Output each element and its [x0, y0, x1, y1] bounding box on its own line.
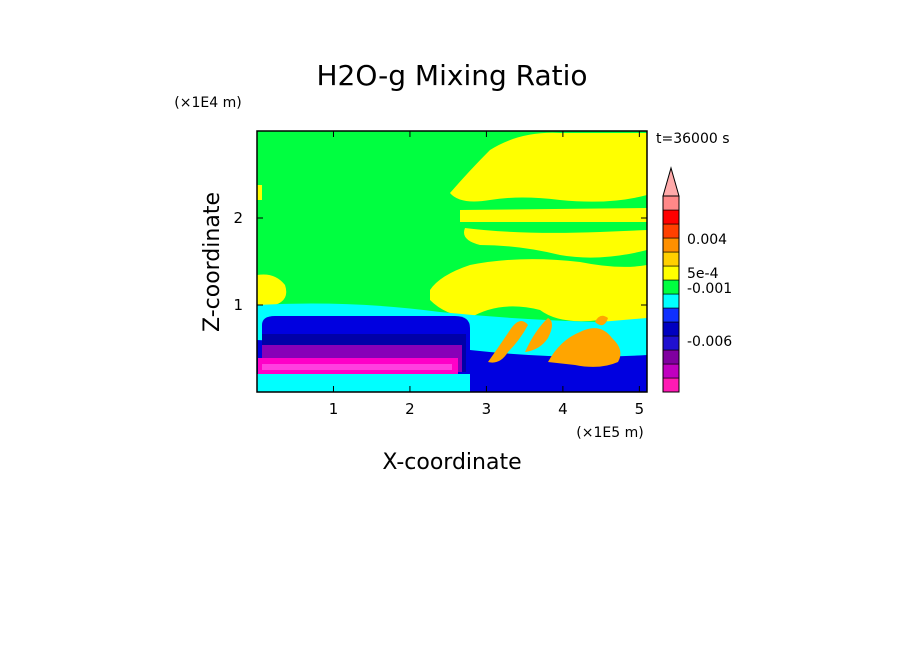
colorbar-swatch [662, 251, 680, 267]
time-label: t=36000 s [656, 131, 730, 147]
x-axis: 1 2 3 4 5 [329, 131, 644, 418]
y-axis: 12 [233, 209, 647, 314]
plume-orange-large [548, 328, 621, 367]
contour-layers [257, 131, 647, 392]
y-tick-label: 1 [233, 296, 243, 314]
y-tick-label: 2 [233, 209, 243, 227]
colorbar [662, 166, 680, 393]
colorbar-arrow [662, 166, 680, 197]
region-yellow-band [460, 208, 647, 222]
plume-orange-1 [488, 321, 528, 363]
x-tick-label: 4 [558, 400, 568, 418]
colorbar-swatch [662, 349, 680, 365]
region-cyan-surface [257, 374, 470, 392]
x-axis-label: X-coordinate [382, 450, 521, 475]
x-tick-label: 2 [405, 400, 415, 418]
y-axis-label: Z-coordinate [200, 192, 225, 332]
colorbar-swatch [662, 265, 680, 281]
colorbar-swatch [662, 223, 680, 239]
x-tick-label: 1 [329, 400, 339, 418]
colorbar-label-5e-4: 5e-4 [687, 266, 719, 282]
colorbar-swatch [662, 363, 680, 379]
plot-frame [256, 130, 648, 393]
colorbar-swatch [662, 321, 680, 337]
colorbar-label--0.001: -0.001 [687, 281, 732, 297]
colorbar-frame [662, 195, 680, 393]
region-yellow-mid [464, 228, 647, 258]
y-unit-label: (×1E4 m) [174, 95, 241, 111]
colorbar-swatch [662, 377, 680, 393]
plume-orange-3 [595, 315, 608, 326]
region-yellow-top [450, 132, 647, 202]
colorbar-label-0.004: 0.004 [687, 232, 727, 248]
colorbar-label--0.006: -0.006 [687, 334, 732, 350]
x-tick-label: 5 [635, 400, 645, 418]
colorbar-swatch [662, 195, 680, 211]
colorbar-swatch [662, 335, 680, 351]
colorbar-swatch [662, 237, 680, 253]
region-yellow-left [257, 274, 287, 305]
region-pink-line [262, 364, 452, 370]
colorbar-swatch [662, 293, 680, 309]
plume-orange-2 [525, 318, 552, 352]
region-yellow-edge [257, 185, 262, 200]
chart-title: H2O-g Mixing Ratio [316, 59, 587, 92]
colorbar-swatch [662, 307, 680, 323]
contour-field [257, 131, 647, 392]
colorbar-swatch [662, 279, 680, 295]
x-tick-label: 3 [482, 400, 492, 418]
x-unit-label: (×1E5 m) [576, 425, 643, 441]
region-yellow-anvil [430, 259, 647, 323]
colorbar-swatch [662, 209, 680, 225]
